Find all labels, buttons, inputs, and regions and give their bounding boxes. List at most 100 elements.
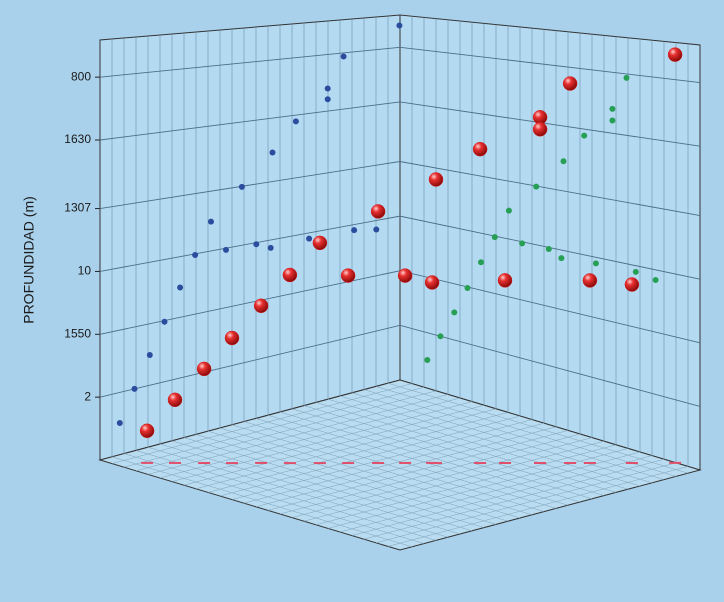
- point: [582, 273, 598, 288]
- left-wall-projection: [306, 235, 313, 242]
- floor-grid: [351, 392, 653, 484]
- point: [340, 268, 356, 283]
- floor-grid: [159, 397, 461, 479]
- floor-grid: [231, 424, 533, 516]
- floor-grid: [135, 450, 437, 541]
- left-wall-projection: [396, 22, 403, 29]
- floor-grid: [387, 382, 689, 474]
- right-wall-projection: [424, 356, 431, 363]
- floor-grid: [207, 430, 509, 522]
- y-tick-label: 1550: [64, 326, 91, 340]
- right-wall-projection: [560, 158, 567, 165]
- right-wall-projection: [632, 268, 639, 275]
- left-wall-projection: [292, 118, 299, 125]
- floor-grid: [363, 389, 665, 480]
- right-wall-projection: [652, 277, 659, 284]
- floor-grid: [171, 440, 473, 532]
- floor-grid: [231, 419, 533, 500]
- floor-grid: [147, 446, 449, 538]
- point: [428, 172, 444, 187]
- point: [624, 277, 640, 292]
- floor-grid: [267, 430, 569, 511]
- left-wall-projection: [253, 241, 260, 248]
- floor-grid: [291, 408, 593, 500]
- left-wall-projection: [269, 149, 276, 156]
- left-wall-projection: [208, 218, 214, 225]
- grid-line: [99, 161, 701, 217]
- left-wall-projection: [192, 251, 199, 258]
- right-wall-projection: [451, 309, 458, 316]
- point: [139, 423, 155, 439]
- left-wall-projection: [116, 419, 123, 426]
- right-wall-projection: [609, 117, 616, 124]
- floor-grid: [183, 437, 485, 528]
- point: [312, 235, 328, 251]
- right-wall-projection: [545, 246, 552, 253]
- right-wall-projection: [437, 333, 444, 340]
- floor-grid: [327, 398, 629, 490]
- left-wall-projection: [131, 385, 138, 392]
- y-axis-title: PROFUNDIDAD (m): [21, 196, 37, 324]
- floor: [98, 379, 702, 551]
- point: [282, 267, 298, 283]
- floor-grid: [195, 408, 497, 490]
- left-wall-projection: [161, 318, 168, 325]
- floor-grid: [147, 394, 449, 475]
- floor-grid: [351, 455, 653, 536]
- floor-grid: [135, 390, 437, 472]
- right-wall-projection: [478, 259, 484, 266]
- floor-grid: [291, 437, 593, 518]
- point: [497, 273, 513, 288]
- floor-grid: [111, 456, 413, 548]
- floor-grid: [363, 458, 665, 540]
- right-wall-projection: [623, 74, 630, 81]
- right-wall-projection: [592, 260, 599, 267]
- right-wall-projection: [581, 132, 588, 139]
- right-wall-projection: [505, 207, 512, 214]
- right-wall-projection: [533, 183, 540, 190]
- floor-grid: [111, 383, 413, 464]
- right-wall-projection: [519, 240, 526, 247]
- floor-grid: [303, 405, 605, 496]
- right-wall-projection: [558, 255, 565, 262]
- left-wall-projection: [267, 244, 274, 251]
- floor-grid: [303, 440, 605, 522]
- y-tick-label: 1307: [64, 201, 91, 215]
- floor-grid: [279, 411, 581, 503]
- floor-grid: [195, 434, 497, 525]
- floor-grid: [207, 412, 509, 493]
- point: [424, 275, 440, 290]
- left-wall-projection: [146, 352, 153, 359]
- point: [253, 298, 269, 314]
- y-tick-label: 1630: [64, 132, 91, 146]
- floor-grid: [219, 427, 521, 519]
- left-wall-projection: [373, 226, 380, 233]
- right-wall-projection: [491, 234, 498, 241]
- left-wall-projection: [351, 227, 358, 234]
- floor-grid: [279, 433, 581, 515]
- grid-line: [99, 101, 701, 147]
- right-wall-projection: [609, 105, 616, 112]
- point: [472, 141, 488, 157]
- grid-line: [99, 46, 701, 84]
- point: [370, 204, 386, 219]
- left-wall-projection: [340, 53, 347, 60]
- left-wall-projection: [324, 85, 331, 92]
- point: [224, 330, 240, 346]
- floor-grid: [243, 422, 545, 504]
- point: [196, 361, 212, 377]
- point: [167, 392, 183, 408]
- y-tick-label: 800: [71, 69, 91, 83]
- point: [562, 76, 578, 91]
- floor-grid: [339, 451, 641, 533]
- floor-grid: [219, 415, 521, 497]
- point: [532, 122, 548, 137]
- left-wall-projection: [238, 183, 245, 190]
- left-wall-projection: [223, 246, 229, 253]
- point: [667, 47, 683, 62]
- floor-grid: [123, 386, 425, 468]
- floor-grid: [387, 466, 689, 547]
- floor-grid: [255, 426, 557, 508]
